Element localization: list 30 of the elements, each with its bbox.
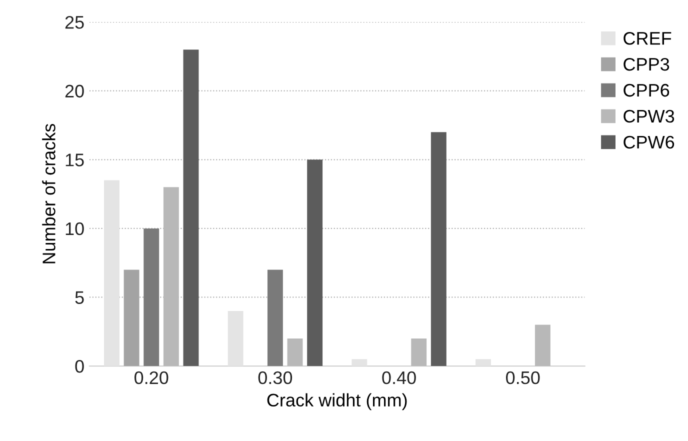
- legend-label: CPP3: [624, 58, 670, 71]
- bar: [124, 270, 140, 366]
- bar: [352, 359, 368, 366]
- bar: [307, 160, 323, 366]
- y-tick-label: 10: [66, 222, 84, 236]
- bar: [476, 359, 491, 366]
- y-tick-label: 25: [65, 16, 84, 29]
- x-tick-label: 0.30: [258, 371, 292, 384]
- y-tick-label: 15: [66, 154, 84, 166]
- bar: [104, 180, 120, 366]
- y-axis-title: Number of cracks: [42, 124, 56, 264]
- legend-label: CREF: [624, 32, 672, 45]
- bar: [430, 132, 446, 366]
- bar: [287, 338, 303, 366]
- bar: [183, 50, 199, 366]
- bar: [267, 270, 283, 366]
- bar: [228, 310, 244, 366]
- x-tick-label: 0.50: [506, 371, 540, 384]
- y-tick-label: 5: [75, 291, 84, 304]
- x-tick-label: 0.40: [382, 371, 416, 384]
- bar: [534, 324, 550, 366]
- legend-label: CPW3: [624, 110, 674, 123]
- y-tick-label: 0: [75, 360, 84, 373]
- legend-label: CPP6: [624, 84, 670, 97]
- x-axis-title: Crack widht (mm): [267, 393, 407, 410]
- bar: [411, 338, 427, 366]
- bar: [144, 228, 160, 366]
- x-tick-label: 0.20: [134, 371, 168, 384]
- legend-label: CPW6: [624, 136, 674, 149]
- y-tick-label: 20: [65, 84, 84, 98]
